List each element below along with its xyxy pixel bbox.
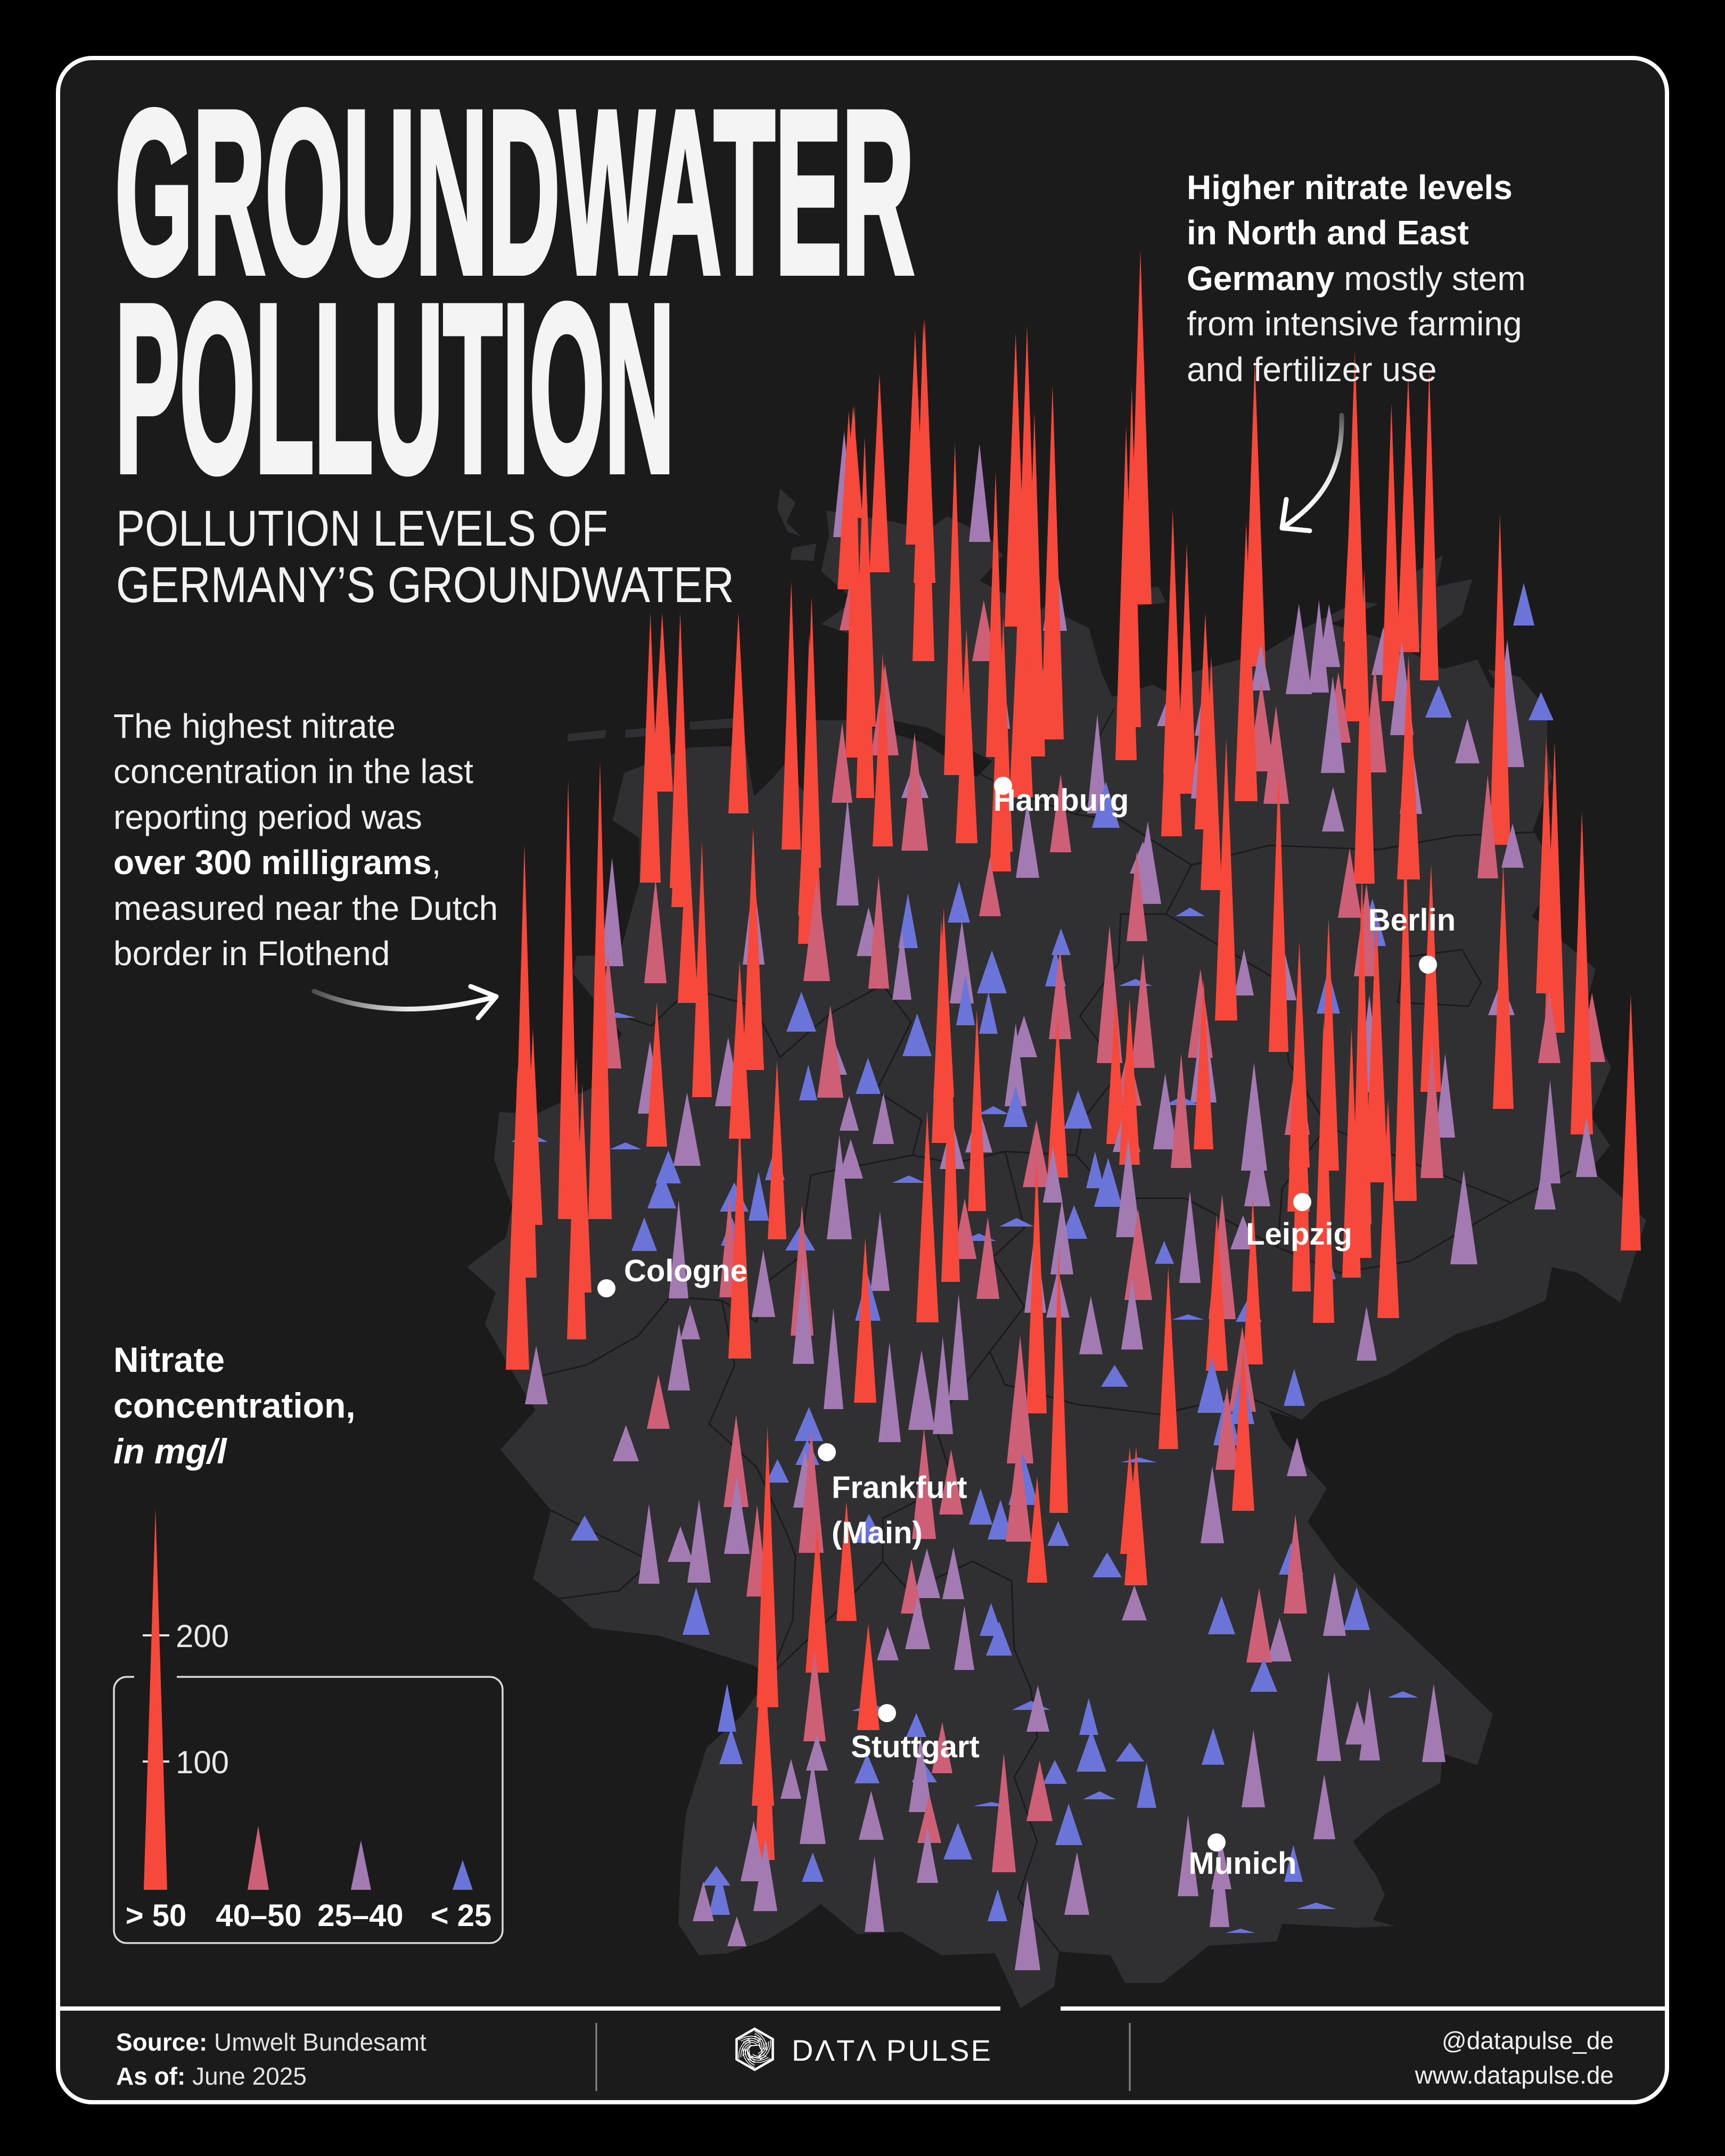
svg-text:Germany mostly stem: Germany mostly stem (1187, 259, 1526, 298)
svg-text:40–50: 40–50 (216, 1898, 301, 1933)
svg-text:GERMANY’S GROUNDWATER: GERMANY’S GROUNDWATER (116, 557, 734, 613)
svg-text:The highest nitrate: The highest nitrate (113, 707, 396, 745)
svg-text:Nitrate: Nitrate (113, 1340, 225, 1379)
svg-text:POLLUTION LEVELS OF: POLLUTION LEVELS OF (116, 500, 608, 557)
svg-text:concentration,: concentration, (113, 1386, 356, 1425)
svg-text:100: 100 (176, 1744, 229, 1780)
svg-text:(Main): (Main) (832, 1516, 923, 1550)
svg-text:www.datapulse.de: www.datapulse.de (1415, 2061, 1614, 2089)
svg-text:POLLUTION: POLLUTION (115, 255, 675, 522)
svg-text:from intensive farming: from intensive farming (1187, 305, 1522, 343)
svg-text:measured near the Dutch: measured near the Dutch (113, 889, 498, 927)
svg-text:Munich: Munich (1189, 1846, 1297, 1881)
svg-text:Hamburg: Hamburg (993, 783, 1129, 818)
svg-text:over 300 milligrams,: over 300 milligrams, (113, 843, 441, 882)
svg-text:Higher nitrate levels: Higher nitrate levels (1187, 168, 1513, 207)
svg-text:< 25: < 25 (431, 1898, 492, 1933)
svg-text:Cologne: Cologne (624, 1254, 748, 1288)
svg-text:Source: Umwelt Bundesamt: Source: Umwelt Bundesamt (116, 2028, 426, 2056)
svg-text:Leipzig: Leipzig (1246, 1217, 1352, 1252)
svg-text:Stuttgart: Stuttgart (851, 1730, 980, 1764)
svg-text:DΛTΛ PULSE: DΛTΛ PULSE (792, 2034, 994, 2067)
svg-text:@datapulse_de: @datapulse_de (1442, 2027, 1614, 2054)
svg-text:Frankfurt: Frankfurt (832, 1470, 967, 1505)
svg-text:in mg/l: in mg/l (113, 1431, 227, 1471)
svg-text:200: 200 (176, 1618, 229, 1654)
svg-text:in North and East: in North and East (1187, 213, 1469, 252)
svg-text:and fertilizer use: and fertilizer use (1187, 350, 1437, 389)
svg-text:concentration in the last: concentration in the last (113, 752, 473, 791)
svg-text:25–40: 25–40 (317, 1898, 403, 1933)
svg-text:border in Flothend: border in Flothend (113, 934, 390, 973)
svg-text:GROUNDWATER: GROUNDWATER (115, 62, 914, 322)
svg-text:> 50: > 50 (126, 1898, 187, 1933)
svg-text:As of: June 2025: As of: June 2025 (116, 2062, 307, 2090)
svg-text:reporting period was: reporting period was (113, 798, 422, 836)
svg-text:Berlin: Berlin (1368, 903, 1456, 937)
